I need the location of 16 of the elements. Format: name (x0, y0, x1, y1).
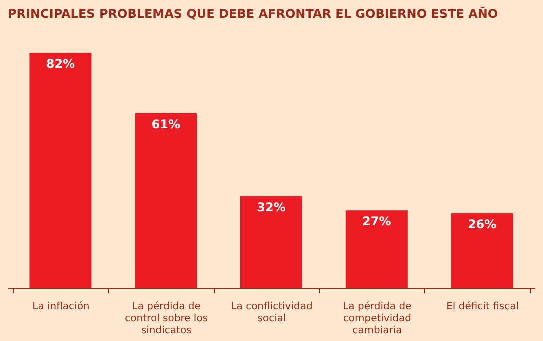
chart-title: PRINCIPALES PROBLEMAS QUE DEBE AFRONTAR EL GOBIERNO ESTE AÑO (8, 6, 498, 21)
x-tick-label: La pérdida de control sobre los sindicatos (125, 302, 208, 336)
x-tick-label: La conflictividad social (231, 302, 313, 324)
bar (240, 196, 302, 288)
data-label: 26% (468, 218, 497, 232)
data-label: 27% (362, 214, 392, 229)
bar (346, 210, 408, 288)
x-tick-label: La inflación (32, 302, 90, 312)
bar (135, 113, 198, 288)
data-label: 82% (46, 57, 76, 72)
data-label: 61% (152, 117, 180, 132)
x-tick-label: El déficit fiscal (446, 302, 519, 312)
data-label: 32% (257, 200, 286, 214)
bar (30, 53, 92, 288)
x-tick-label: La pérdida de competividad cambiaria (343, 302, 412, 336)
bar (451, 214, 514, 288)
